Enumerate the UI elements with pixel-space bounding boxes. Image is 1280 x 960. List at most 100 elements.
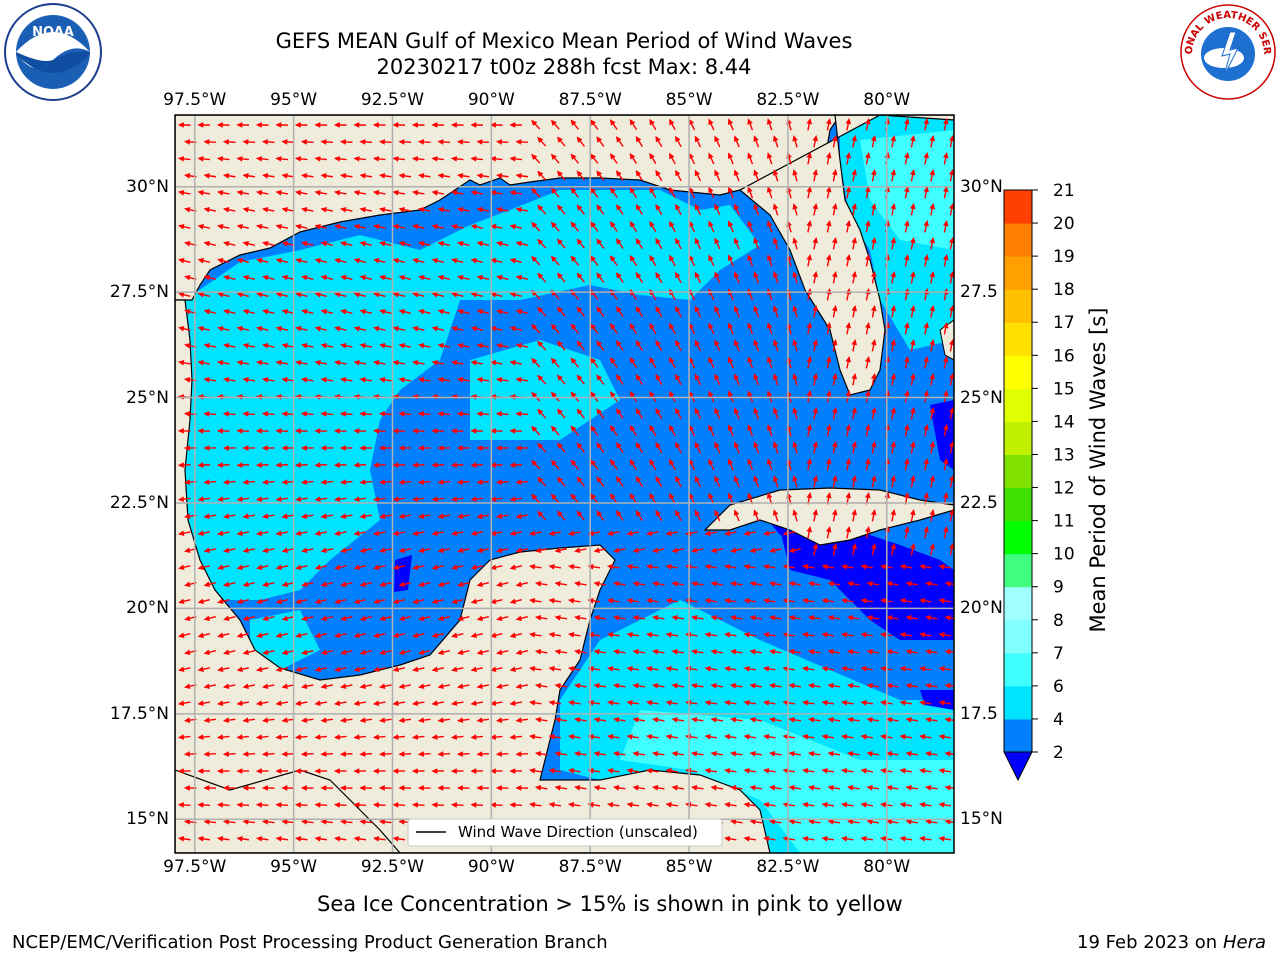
- wind-wave-arrow: [626, 564, 640, 570]
- wind-wave-arrow: [490, 257, 503, 264]
- wind-wave-arrow: [470, 666, 484, 673]
- wind-wave-arrow: [890, 339, 896, 352]
- wind-wave-arrow: [281, 785, 295, 791]
- wind-wave-arrow: [197, 836, 211, 842]
- wind-wave-arrow: [727, 220, 734, 233]
- wind-wave-arrow: [216, 462, 230, 468]
- wind-wave-arrow: [626, 734, 640, 740]
- wind-wave-arrow: [417, 717, 431, 723]
- wind-wave-arrow: [729, 683, 743, 689]
- wind-wave-arrow: [938, 802, 952, 808]
- wind-wave-arrow: [860, 768, 874, 774]
- wind-wave-arrow: [733, 169, 740, 182]
- wind-wave-arrow: [812, 373, 818, 386]
- wind-wave-arrow: [866, 785, 880, 791]
- wind-wave-arrow: [772, 339, 779, 352]
- wind-wave-arrow: [392, 598, 406, 605]
- wind-wave-arrow: [294, 156, 308, 162]
- wind-wave-arrow: [550, 221, 560, 232]
- lat-tick-right: 15°N: [960, 809, 1003, 830]
- wind-wave-arrow: [554, 785, 568, 791]
- wind-wave-arrow: [885, 819, 899, 825]
- colorbar-tick-label: 13: [1053, 445, 1075, 465]
- wind-wave-arrow: [806, 356, 812, 369]
- wind-wave-arrow: [792, 441, 798, 454]
- wind-wave-arrow: [340, 547, 353, 553]
- wind-wave-arrow: [669, 254, 676, 267]
- wind-wave-arrow: [216, 190, 230, 196]
- wind-wave-arrow: [829, 854, 840, 857]
- wind-wave-arrow: [177, 156, 191, 162]
- wind-wave-arrow: [537, 340, 547, 351]
- wind-wave-arrow: [242, 615, 256, 622]
- wind-wave-arrow: [476, 308, 490, 315]
- wind-wave-arrow: [929, 135, 935, 148]
- wind-wave-arrow: [281, 445, 295, 451]
- wind-wave-arrow: [476, 513, 490, 519]
- wind-wave-arrow: [378, 173, 392, 179]
- wind-wave-arrow: [495, 785, 509, 791]
- colorbar-tick-label: 14: [1053, 412, 1075, 432]
- wind-wave-arrow: [537, 238, 547, 249]
- wind-wave-arrow: [635, 203, 644, 216]
- wind-wave-arrow: [437, 139, 451, 145]
- wind-wave-arrow: [864, 322, 871, 335]
- wind-wave-arrow: [827, 717, 841, 723]
- wind-wave-arrow: [694, 305, 702, 318]
- wind-wave-arrow: [295, 598, 308, 605]
- wind-wave-arrow: [359, 581, 373, 588]
- wind-wave-arrow: [294, 122, 308, 128]
- wind-wave-arrow: [359, 411, 373, 417]
- wind-wave-arrow: [359, 547, 373, 553]
- wind-wave-arrow: [431, 768, 445, 774]
- wind-wave-arrow: [714, 339, 721, 352]
- wind-wave-arrow: [470, 462, 484, 468]
- wind-wave-arrow: [846, 615, 860, 621]
- wind-wave-arrow: [649, 458, 657, 471]
- wind-wave-arrow: [373, 564, 386, 571]
- wind-wave-arrow: [353, 700, 367, 706]
- wind-wave-arrow: [281, 751, 295, 757]
- wind-wave-arrow: [392, 496, 406, 502]
- wind-wave-arrow: [596, 238, 605, 249]
- wind-wave-arrow: [275, 768, 289, 774]
- wind-wave-arrow: [645, 802, 659, 808]
- wind-wave-arrow: [431, 530, 445, 536]
- wind-wave-arrow: [300, 377, 314, 383]
- wind-wave-arrow: [301, 343, 314, 349]
- wind-wave-arrow: [749, 819, 763, 825]
- map-subtitle: 20230217 t00z 288h fcst Max: 8.44: [376, 55, 752, 79]
- wind-wave-arrow: [495, 513, 509, 519]
- wind-wave-arrow: [675, 305, 682, 318]
- wind-wave-arrow: [378, 139, 392, 145]
- lat-tick-right: 20°N: [960, 598, 1003, 619]
- wind-wave-arrow: [825, 356, 832, 369]
- wind-wave-arrow: [733, 509, 740, 522]
- wind-wave-arrow: [496, 343, 509, 349]
- wind-wave-arrow: [675, 203, 682, 216]
- wind-wave-arrow: [708, 322, 715, 335]
- wind-wave-arrow: [439, 854, 450, 857]
- wind-wave-arrow: [531, 187, 541, 198]
- colorbar-segment: [1004, 289, 1032, 323]
- wind-wave-arrow: [203, 683, 217, 689]
- wind-wave-arrow: [531, 323, 541, 334]
- map-title: GEFS MEAN Gulf of Mexico Mean Period of …: [275, 29, 853, 53]
- wind-wave-arrow: [840, 734, 854, 740]
- wind-wave-arrow: [929, 169, 935, 182]
- wind-wave-arrow: [948, 305, 954, 318]
- wind-wave-arrow: [456, 411, 470, 417]
- wind-wave-arrow: [378, 207, 392, 213]
- wind-wave-arrow: [476, 547, 490, 553]
- wind-wave-arrow: [554, 615, 568, 621]
- colorbar-segment: [1004, 355, 1032, 389]
- wind-wave-arrow: [831, 543, 838, 556]
- wind-wave-arrow: [411, 156, 425, 162]
- wind-wave-arrow: [417, 377, 431, 383]
- wind-wave-arrow: [923, 220, 929, 233]
- wind-wave-arrow: [489, 802, 503, 808]
- wind-wave-arrow: [334, 666, 347, 673]
- wind-wave-arrow: [509, 223, 523, 230]
- wind-wave-arrow: [301, 649, 314, 656]
- wind-wave-arrow: [236, 598, 250, 605]
